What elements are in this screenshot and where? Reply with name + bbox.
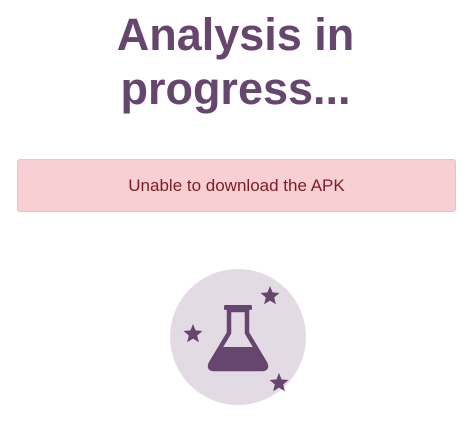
lab-illustration — [170, 269, 306, 405]
flask-icon — [207, 305, 269, 372]
title-line-1: Analysis in — [116, 9, 355, 60]
title-line-2: progress... — [120, 63, 351, 114]
lab-flask-icon — [170, 269, 306, 405]
star-icon — [183, 324, 203, 343]
error-alert: Unable to download the APK — [17, 159, 456, 212]
star-icon — [260, 286, 280, 305]
alert-message: Unable to download the APK — [128, 176, 345, 195]
star-icon — [269, 373, 289, 392]
page-title: Analysis in progress... — [0, 8, 471, 116]
illustration-circle — [170, 269, 306, 405]
